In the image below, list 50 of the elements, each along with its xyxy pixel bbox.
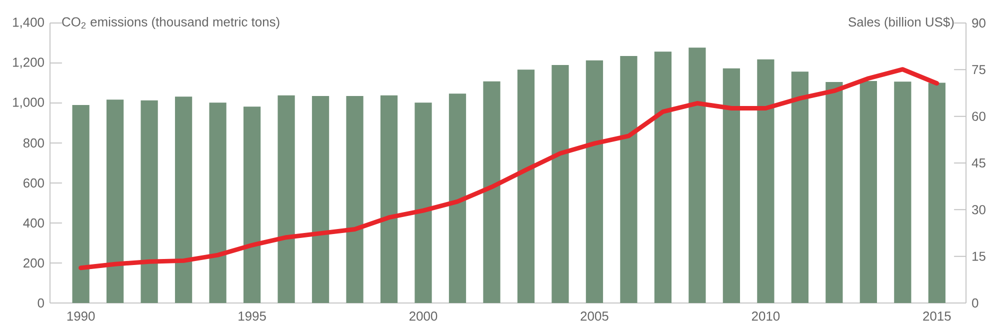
bar — [140, 100, 158, 303]
bar — [928, 82, 946, 303]
bar — [586, 60, 604, 303]
bar — [791, 72, 808, 303]
bar — [552, 64, 569, 303]
bar — [448, 94, 466, 303]
x-tick-label: 2005 — [580, 312, 608, 321]
x-tick-label: 2000 — [410, 312, 438, 321]
y2-tick-label: 15 — [972, 252, 986, 261]
bar — [243, 106, 261, 303]
bar — [414, 102, 432, 303]
bar — [688, 48, 706, 303]
y-tick-label: 800 — [23, 138, 44, 148]
bar — [380, 95, 398, 303]
x-tick-label: 2015 — [923, 312, 951, 321]
y2-axis-title: Sales (billion US$) — [848, 16, 954, 30]
bar — [757, 59, 774, 303]
bar — [517, 70, 535, 303]
y-tick-label: 1,000 — [13, 98, 44, 108]
x-tick-label: 1995 — [238, 312, 266, 321]
y2-tick-label: 30 — [972, 205, 986, 214]
bar — [174, 96, 192, 303]
bar — [278, 95, 295, 303]
y2-tick-label: 90 — [972, 18, 986, 28]
y2-tick-label: 0 — [972, 298, 978, 308]
y-tick-label: 400 — [23, 218, 44, 228]
bar — [894, 82, 912, 303]
bar — [826, 82, 843, 303]
x-tick-label: 2010 — [752, 312, 780, 321]
bar — [722, 68, 740, 303]
bar — [860, 80, 877, 303]
x-tick-label: 1990 — [67, 312, 95, 321]
line-series — [78, 67, 940, 270]
y-tick-label: 600 — [24, 178, 44, 188]
y-tick-label: 200 — [24, 258, 44, 268]
y2-tick-label: 75 — [972, 65, 986, 74]
bar — [346, 96, 364, 303]
bar — [483, 81, 500, 303]
bar — [620, 56, 638, 303]
y-tick-label: 0 — [38, 298, 44, 308]
bar — [209, 102, 226, 303]
bar — [72, 105, 90, 303]
y-axis-title: CO$_{2}$ emissions (thousand metric tons) — [62, 16, 280, 30]
bar — [654, 52, 672, 303]
bar — [106, 100, 124, 303]
bar — [312, 96, 330, 303]
y2-tick-label: 60 — [972, 112, 986, 121]
y2-tick-label: 45 — [972, 158, 986, 168]
y-tick-label: 1,400 — [13, 18, 44, 28]
y-tick-label: 1,200 — [13, 58, 44, 68]
